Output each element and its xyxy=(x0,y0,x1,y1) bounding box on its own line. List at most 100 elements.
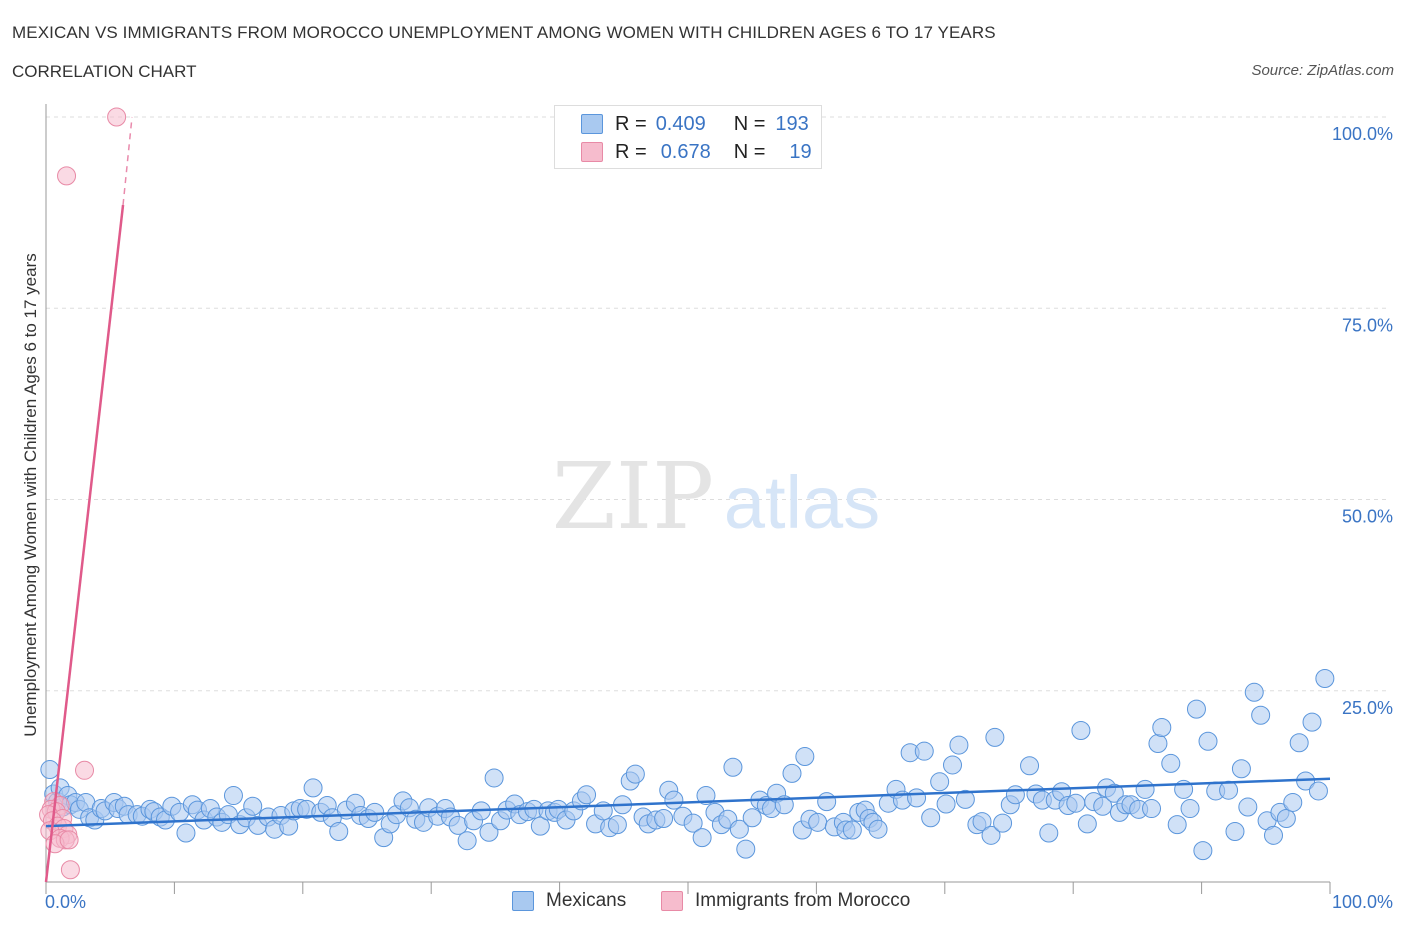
mexicans-point xyxy=(1186,699,1206,719)
mexicans-point xyxy=(742,808,762,828)
mexicans-point xyxy=(1152,717,1172,737)
mexicans-point xyxy=(457,831,477,851)
mexicans-point xyxy=(1071,721,1091,741)
mexicans-point xyxy=(1264,825,1284,845)
mexicans-point xyxy=(1005,785,1025,805)
legend-n-mexicans: 193 xyxy=(775,112,809,135)
watermark-atlas: atlas xyxy=(724,461,880,544)
mexicans-point xyxy=(1161,753,1181,773)
mexicans-point xyxy=(1244,682,1264,702)
axes xyxy=(45,104,1331,894)
mexicans-point xyxy=(1238,797,1258,817)
mexicans-point xyxy=(365,802,385,822)
legend-swatch-mexicans xyxy=(581,114,603,134)
mexicans-point xyxy=(914,741,934,761)
morocco-points xyxy=(39,107,127,880)
mexicans-point xyxy=(329,822,349,842)
series-legend: Mexicans Immigrants from Morocco xyxy=(0,890,1406,914)
mexicans-point xyxy=(1104,783,1124,803)
mexicans-point xyxy=(955,789,975,809)
mexicans-point xyxy=(654,809,674,829)
mexicans-point xyxy=(868,819,888,839)
mexicans-point xyxy=(930,772,950,792)
mexicans-point xyxy=(795,747,815,767)
grid-lines xyxy=(46,116,1390,692)
legend-r-label: R = xyxy=(615,112,647,135)
mexicans-point xyxy=(729,819,749,839)
mexicans-point xyxy=(1283,792,1303,812)
mexicans-points xyxy=(40,669,1335,861)
x-tick-label-min: 0.0% xyxy=(45,892,86,912)
mexicans-point xyxy=(1180,799,1200,819)
mexicans-point xyxy=(1020,756,1040,776)
mexicans-point xyxy=(1167,815,1187,835)
watermark: ZIP atlas xyxy=(552,443,880,550)
y-tick-label: 50.0% xyxy=(1342,507,1393,527)
mexicans-point xyxy=(993,813,1013,833)
legend-r-morocco: 0.678 xyxy=(660,140,711,163)
y-tick-label: 25.0% xyxy=(1342,698,1393,718)
mexicans-point xyxy=(1077,814,1097,834)
mexicans-point xyxy=(530,816,550,836)
legend-n-morocco: 19 xyxy=(789,140,812,163)
legend-label-mexicans: Mexicans xyxy=(546,890,627,911)
mexicans-point xyxy=(40,760,60,780)
mexicans-point xyxy=(817,792,837,812)
mexicans-point xyxy=(692,828,712,848)
legend-n-label: N = xyxy=(733,140,766,163)
chart-subtitle: CORRELATION CHART xyxy=(12,62,197,81)
mexicans-point xyxy=(1193,841,1213,861)
mexicans-point xyxy=(1276,809,1296,829)
mexicans-point xyxy=(1231,759,1251,779)
mexicans-point xyxy=(607,815,627,835)
mexicans-point xyxy=(223,786,243,806)
mexicans-point xyxy=(936,794,956,814)
morocco-point xyxy=(59,830,79,850)
mexicans-point xyxy=(625,764,645,784)
legend-item-mexicans[interactable]: Mexicans xyxy=(512,890,626,912)
mexicans-point xyxy=(1315,669,1335,689)
legend-row-mexicans: R = 0.409 N = 193 xyxy=(581,113,809,135)
mexicans-point xyxy=(782,763,802,783)
source-label: Source: ZipAtlas.com xyxy=(1251,62,1394,79)
mexicans-trend-line xyxy=(45,777,1331,828)
trend-lines xyxy=(44,116,1331,883)
mexicans-point xyxy=(1308,781,1328,801)
mexicans-point xyxy=(1142,799,1162,819)
mexicans-point xyxy=(1225,822,1245,842)
mexicans-point xyxy=(949,735,969,755)
mexicans-point xyxy=(479,822,499,842)
legend-label-morocco: Immigrants from Morocco xyxy=(695,890,911,911)
mexicans-point xyxy=(1198,731,1218,751)
legend-item-morocco[interactable]: Immigrants from Morocco xyxy=(661,890,910,912)
mexicans-point xyxy=(1135,779,1155,799)
mexicans-point xyxy=(981,825,1001,845)
mexicans-point xyxy=(943,755,963,775)
tick-labels: 25.0% 50.0% 75.0% 100.0% 0.0% 100.0% xyxy=(45,124,1393,912)
mexicans-point xyxy=(723,757,743,777)
mexicans-point xyxy=(1093,796,1113,816)
mexicans-point xyxy=(907,788,927,808)
morocco-point xyxy=(57,166,77,186)
morocco-trend-extension xyxy=(122,116,133,206)
legend-swatch-morocco xyxy=(661,891,683,911)
mexicans-point xyxy=(1066,793,1086,813)
x-tick-label-max: 100.0% xyxy=(1332,892,1393,912)
legend-swatch-morocco xyxy=(581,142,603,162)
legend-n-label: N = xyxy=(733,112,766,135)
mexicans-point xyxy=(1219,780,1239,800)
morocco-point xyxy=(75,760,95,780)
mexicans-point xyxy=(243,796,263,816)
mexicans-point xyxy=(577,785,597,805)
mexicans-point xyxy=(985,727,1005,747)
mexicans-point xyxy=(484,768,504,788)
mexicans-point xyxy=(664,790,684,810)
legend-r-label: R = xyxy=(615,140,647,163)
stats-legend: R = 0.409 N = 193 R = 0.678 N = 19 xyxy=(554,105,822,169)
mexicans-point xyxy=(736,839,756,859)
legend-r-mexicans: 0.409 xyxy=(655,112,706,135)
mexicans-point xyxy=(176,823,196,843)
mexicans-point xyxy=(1148,734,1168,754)
mexicans-point xyxy=(808,812,828,832)
morocco-trend-line xyxy=(44,204,125,883)
